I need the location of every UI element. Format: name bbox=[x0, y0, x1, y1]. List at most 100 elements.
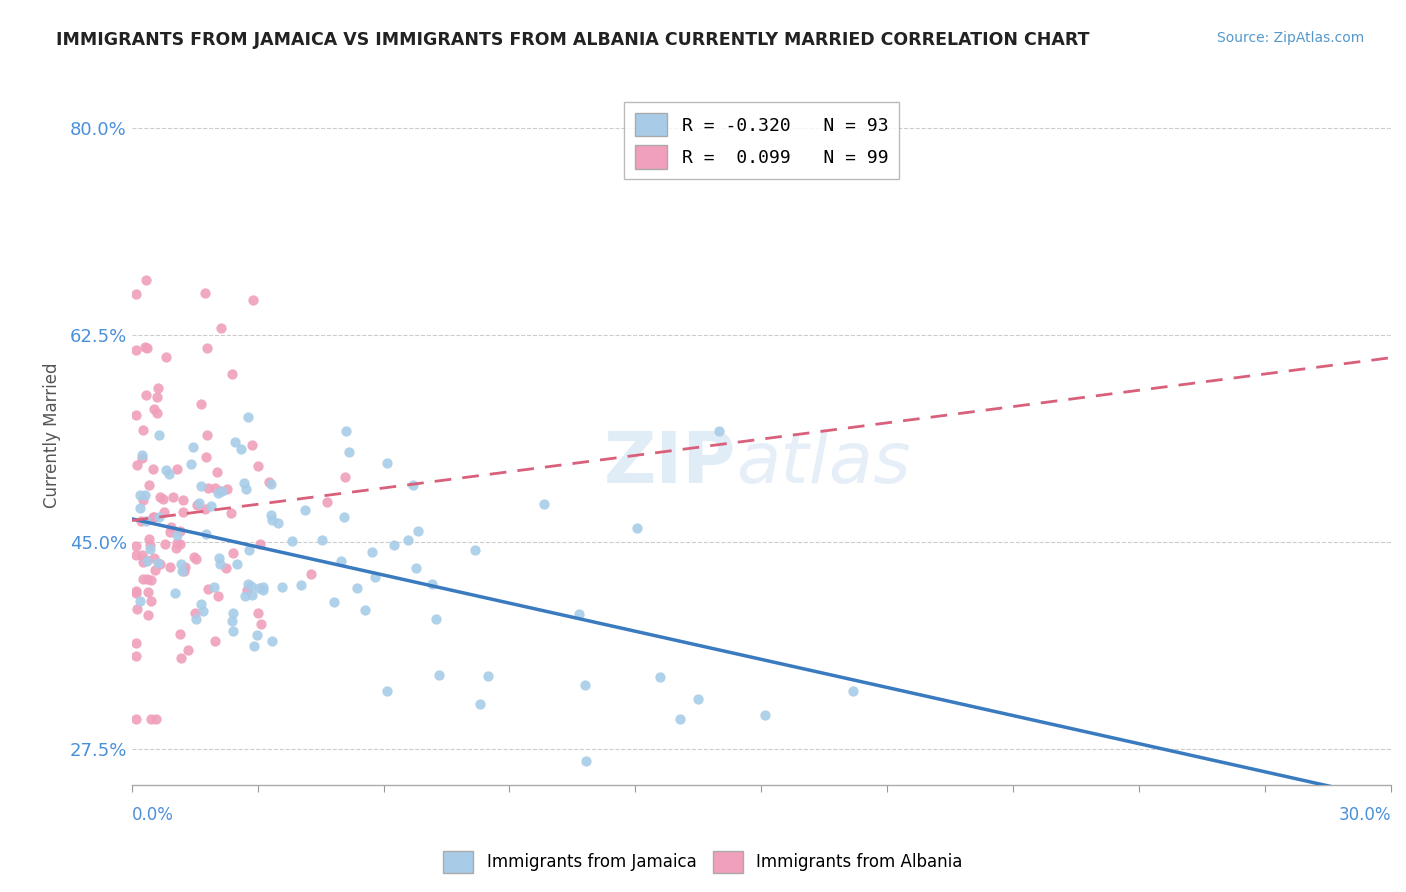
Point bbox=[406, 524, 429, 539]
Point bbox=[299, 566, 322, 581]
Point bbox=[142, 462, 165, 476]
Point bbox=[229, 442, 252, 456]
Point bbox=[405, 561, 427, 575]
Point bbox=[162, 490, 184, 504]
Point bbox=[135, 552, 157, 566]
Point bbox=[294, 503, 316, 517]
Point bbox=[188, 495, 211, 509]
Point bbox=[148, 427, 170, 442]
Point bbox=[260, 513, 283, 527]
Point bbox=[131, 448, 153, 462]
Legend: R = -0.320   N = 93, R =  0.099   N = 99: R = -0.320 N = 93, R = 0.099 N = 99 bbox=[624, 103, 898, 179]
Point bbox=[396, 533, 419, 547]
Point bbox=[360, 544, 382, 558]
Point bbox=[129, 488, 152, 502]
Point bbox=[427, 668, 450, 682]
Point bbox=[270, 580, 292, 594]
Point bbox=[169, 524, 191, 538]
Point bbox=[166, 536, 188, 550]
Point bbox=[134, 340, 156, 354]
Point bbox=[139, 539, 162, 553]
Point bbox=[135, 514, 157, 528]
Point bbox=[238, 577, 260, 591]
Point bbox=[468, 698, 491, 712]
Point bbox=[311, 533, 333, 548]
Point bbox=[132, 556, 155, 570]
Point bbox=[240, 438, 263, 452]
Point bbox=[139, 713, 162, 727]
Point bbox=[183, 550, 205, 565]
Point bbox=[138, 532, 160, 546]
Point bbox=[170, 557, 193, 571]
Point bbox=[236, 583, 259, 598]
Point bbox=[574, 677, 596, 691]
Point bbox=[163, 586, 186, 600]
Point bbox=[129, 500, 152, 515]
Point bbox=[225, 558, 247, 572]
Point bbox=[186, 552, 208, 566]
Point bbox=[141, 594, 163, 608]
Point bbox=[125, 636, 148, 650]
Point bbox=[204, 481, 226, 495]
Point bbox=[363, 570, 385, 584]
Point bbox=[142, 402, 165, 417]
Point bbox=[173, 559, 195, 574]
Point bbox=[205, 465, 228, 479]
Point bbox=[211, 483, 233, 498]
Point bbox=[148, 510, 170, 524]
Point bbox=[202, 581, 225, 595]
Point bbox=[239, 579, 262, 593]
Point bbox=[335, 470, 357, 484]
Point bbox=[153, 537, 176, 551]
Point bbox=[575, 754, 598, 768]
Point bbox=[125, 548, 148, 562]
Point bbox=[159, 520, 181, 534]
Point bbox=[195, 341, 218, 355]
Point bbox=[257, 475, 280, 489]
Point bbox=[382, 538, 405, 552]
Point bbox=[132, 423, 155, 437]
Point bbox=[247, 458, 270, 473]
Text: 30.0%: 30.0% bbox=[1339, 805, 1391, 824]
Point bbox=[172, 564, 194, 578]
Point bbox=[195, 427, 218, 442]
Point bbox=[209, 320, 232, 334]
Point bbox=[153, 505, 176, 519]
Point bbox=[323, 595, 346, 609]
Point bbox=[650, 670, 672, 684]
Point bbox=[252, 583, 274, 598]
Point bbox=[129, 514, 152, 528]
Text: 0.0%: 0.0% bbox=[132, 805, 173, 824]
Point bbox=[425, 611, 447, 625]
Point bbox=[420, 576, 443, 591]
Point bbox=[200, 499, 222, 513]
Point bbox=[194, 286, 217, 301]
Point bbox=[132, 492, 155, 507]
Point bbox=[354, 603, 377, 617]
Point bbox=[155, 351, 177, 365]
Point bbox=[145, 713, 167, 727]
Point bbox=[222, 624, 245, 639]
Point bbox=[194, 450, 217, 464]
Point bbox=[208, 483, 231, 498]
Point bbox=[184, 606, 207, 620]
Point bbox=[135, 388, 157, 402]
Point bbox=[841, 684, 863, 698]
Point bbox=[222, 546, 245, 560]
Point bbox=[146, 381, 169, 395]
Point bbox=[242, 587, 264, 601]
Point bbox=[224, 434, 246, 449]
Point bbox=[138, 478, 160, 492]
Point bbox=[252, 581, 274, 595]
Point bbox=[141, 574, 163, 588]
Point bbox=[281, 534, 304, 549]
Point bbox=[335, 425, 357, 439]
Point bbox=[260, 508, 283, 522]
Text: IMMIGRANTS FROM JAMAICA VS IMMIGRANTS FROM ALBANIA CURRENTLY MARRIED CORRELATION: IMMIGRANTS FROM JAMAICA VS IMMIGRANTS FR… bbox=[56, 31, 1090, 49]
Point bbox=[143, 551, 166, 566]
Point bbox=[146, 406, 169, 420]
Point bbox=[709, 425, 731, 439]
Point bbox=[375, 683, 398, 698]
Point bbox=[129, 593, 152, 607]
Point bbox=[222, 606, 245, 620]
